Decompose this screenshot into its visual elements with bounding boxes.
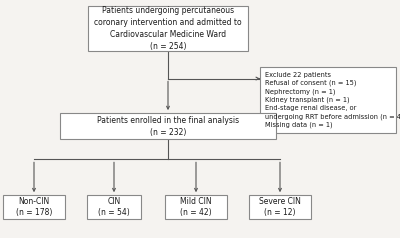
Text: Non-CIN
(n = 178): Non-CIN (n = 178) bbox=[16, 197, 52, 218]
Text: Exclude 22 patients
Refusal of consent (n = 15)
Nephrectomy (n = 1)
Kidney trans: Exclude 22 patients Refusal of consent (… bbox=[265, 72, 400, 128]
Text: Mild CIN
(n = 42): Mild CIN (n = 42) bbox=[180, 197, 212, 218]
Text: CIN
(n = 54): CIN (n = 54) bbox=[98, 197, 130, 218]
Text: Severe CIN
(n = 12): Severe CIN (n = 12) bbox=[259, 197, 301, 218]
FancyBboxPatch shape bbox=[260, 67, 396, 133]
FancyBboxPatch shape bbox=[249, 195, 311, 219]
Text: Patients enrolled in the final analysis
(n = 232): Patients enrolled in the final analysis … bbox=[97, 116, 239, 137]
FancyBboxPatch shape bbox=[88, 6, 248, 51]
FancyBboxPatch shape bbox=[87, 195, 141, 219]
Text: Patients undergoing percutaneous
coronary intervention and admitted to
Cardiovas: Patients undergoing percutaneous coronar… bbox=[94, 6, 242, 51]
FancyBboxPatch shape bbox=[165, 195, 227, 219]
FancyBboxPatch shape bbox=[60, 113, 276, 139]
FancyBboxPatch shape bbox=[3, 195, 65, 219]
